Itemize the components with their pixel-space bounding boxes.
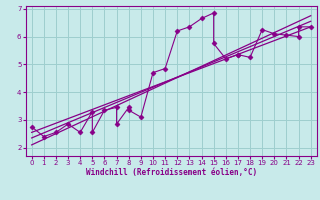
X-axis label: Windchill (Refroidissement éolien,°C): Windchill (Refroidissement éolien,°C) bbox=[86, 168, 257, 177]
